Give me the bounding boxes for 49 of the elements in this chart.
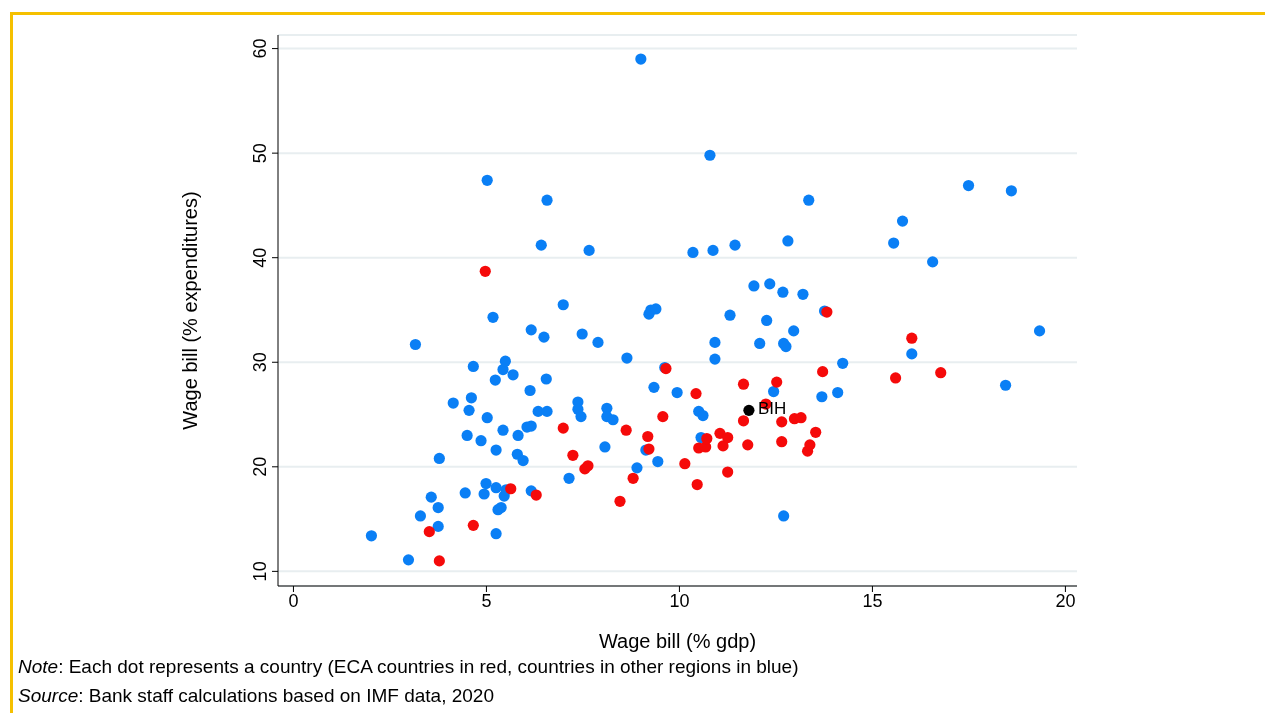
- x-tick-label: 10: [669, 590, 690, 611]
- point: [679, 458, 691, 470]
- point: [743, 404, 755, 416]
- point: [906, 332, 918, 344]
- y-tick-label: 50: [250, 143, 270, 164]
- point: [690, 388, 702, 400]
- source-note: Source: Bank staff calculations based on IMF data, 2020: [18, 685, 494, 707]
- x-tick-label: 15: [862, 590, 883, 611]
- point: [557, 422, 569, 434]
- text: Note: Each dot represents a country (ECA countries in red, countries in other regions in blue): [18, 656, 799, 678]
- point: [467, 519, 479, 531]
- y-axis-title: Wage bill (% expenditures): [178, 191, 202, 430]
- point: [567, 449, 579, 461]
- point: [614, 495, 626, 507]
- point: [737, 378, 750, 390]
- point: [722, 466, 734, 478]
- point: [722, 431, 734, 444]
- point: [530, 489, 542, 501]
- point: [642, 430, 654, 443]
- y-tick-label: 20: [250, 456, 270, 477]
- point: [505, 483, 517, 495]
- point: [717, 440, 729, 452]
- point: [935, 367, 947, 379]
- point: [620, 424, 632, 436]
- point: [804, 439, 816, 451]
- point: [627, 472, 639, 484]
- x-tick-label: 5: [481, 590, 492, 611]
- x-axis-title: Wage bill (% gdp): [598, 630, 757, 652]
- point: [817, 366, 829, 378]
- point: [776, 416, 788, 428]
- point: [771, 376, 783, 388]
- point: [737, 415, 750, 427]
- x-tick-label: 0: [288, 590, 299, 611]
- point: [479, 265, 491, 277]
- point: [691, 478, 703, 491]
- point: [810, 426, 822, 438]
- point: [433, 555, 445, 567]
- point: [423, 526, 435, 538]
- y-tick-label: 30: [250, 352, 270, 373]
- y-tick-label: 60: [250, 38, 270, 59]
- annotation: BIH: [757, 399, 787, 420]
- point: [657, 411, 669, 423]
- point: [776, 436, 788, 448]
- y-tick-label: 10: [250, 561, 270, 582]
- point: [889, 372, 902, 384]
- y-tick-label: 40: [250, 247, 270, 268]
- x-tick-label: 20: [1055, 590, 1076, 611]
- point: [701, 432, 713, 445]
- point: [742, 439, 754, 451]
